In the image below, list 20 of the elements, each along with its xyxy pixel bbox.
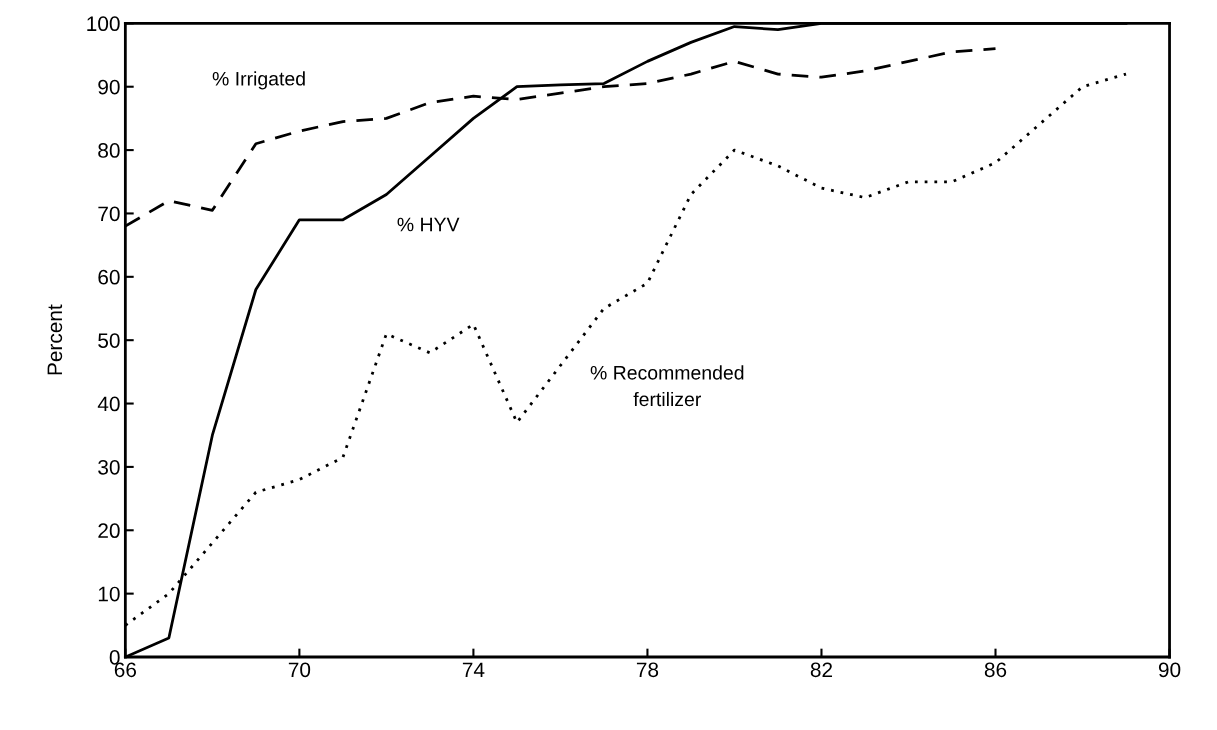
y-tick-label: 20: [98, 523, 120, 539]
series-label: % Recommended fertilizer: [590, 365, 744, 407]
y-tick-label: 30: [98, 459, 120, 475]
y-tick-label: 90: [98, 79, 120, 95]
x-tick-label: 70: [288, 662, 311, 678]
y-tick-label: 80: [98, 143, 120, 158]
series-label: % HYV: [397, 217, 460, 232]
x-tick-label: 86: [984, 662, 1007, 678]
y-tick-label: 50: [98, 333, 120, 348]
text: % Irrigated: [212, 71, 305, 90]
x-tick-label: 78: [636, 662, 659, 678]
x-tick-label: 74: [462, 662, 485, 677]
y-tick-label: 100: [87, 16, 120, 32]
x-tick-label: 90: [1158, 662, 1181, 678]
y-tick-label: 70: [98, 206, 120, 222]
x-tick-label: 82: [810, 662, 833, 678]
y-tick-label: 10: [98, 586, 120, 602]
y-tick-label: 60: [98, 269, 120, 285]
y-axis-title: Percent: [47, 304, 63, 375]
y-tick-label: 40: [97, 396, 120, 412]
